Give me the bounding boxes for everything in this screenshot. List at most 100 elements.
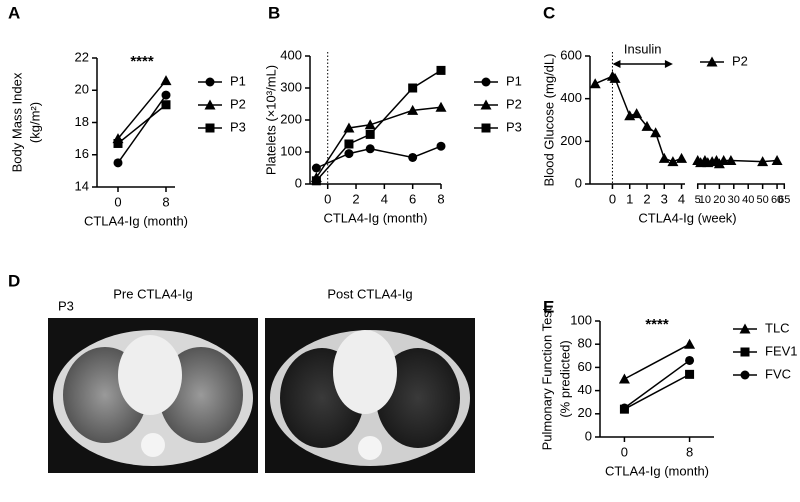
marker bbox=[481, 123, 491, 133]
y-tick-label: 300 bbox=[280, 79, 302, 94]
marker bbox=[343, 122, 355, 133]
image-title: Post CTLA4-Ig bbox=[327, 286, 412, 301]
marker bbox=[161, 90, 171, 100]
marker bbox=[204, 99, 216, 110]
marker bbox=[311, 176, 321, 186]
marker bbox=[684, 338, 696, 349]
legend-label: P3 bbox=[506, 119, 522, 134]
x-tick-label: 20 bbox=[713, 194, 725, 206]
marker bbox=[725, 155, 737, 166]
y-axis-title: Blood Glucose (mg/dL) bbox=[541, 54, 556, 187]
image-title: Pre CTLA4-Ig bbox=[113, 286, 192, 301]
y-tick-label: 0 bbox=[295, 175, 302, 190]
x-tick-label: 10 bbox=[699, 194, 711, 206]
x-tick-label: 6 bbox=[409, 191, 416, 206]
legend-label: P2 bbox=[732, 53, 748, 68]
y-axis-title: Pulmonary Function Test bbox=[539, 307, 554, 450]
marker bbox=[408, 83, 418, 93]
marker bbox=[435, 101, 447, 112]
legend-label: FEV1 bbox=[765, 343, 798, 358]
y-tick-label: 0 bbox=[575, 175, 582, 190]
arrow-head bbox=[612, 60, 621, 68]
arrow-label: Insulin bbox=[624, 41, 662, 56]
y-tick-label: 200 bbox=[280, 111, 302, 126]
y-tick-label: 200 bbox=[560, 133, 582, 148]
marker bbox=[364, 119, 376, 130]
x-tick-label: 4 bbox=[381, 191, 388, 206]
series-line bbox=[623, 359, 691, 409]
panel-label: B bbox=[268, 3, 280, 22]
marker bbox=[113, 138, 123, 148]
panel-label: C bbox=[543, 3, 555, 22]
marker bbox=[685, 355, 695, 365]
marker bbox=[641, 120, 653, 131]
marker bbox=[205, 123, 215, 133]
marker bbox=[365, 144, 375, 154]
y-tick-label: 16 bbox=[75, 146, 89, 161]
y-axis-title: (% predicted) bbox=[557, 340, 572, 417]
y-tick-label: 400 bbox=[560, 90, 582, 105]
marker bbox=[436, 141, 446, 151]
y-tick-label: 400 bbox=[280, 47, 302, 62]
x-tick-label: 2 bbox=[643, 191, 650, 206]
marker bbox=[685, 369, 695, 379]
x-axis-title: CTLA4-Ig (month) bbox=[323, 210, 427, 225]
marker bbox=[365, 129, 375, 139]
legend-label: P2 bbox=[230, 96, 246, 111]
panel-label: A bbox=[8, 3, 20, 22]
series-line bbox=[624, 343, 690, 380]
x-tick-label: 1 bbox=[626, 191, 633, 206]
x-axis-title: CTLA4-Ig (month) bbox=[84, 213, 188, 228]
series-line bbox=[117, 104, 167, 145]
marker bbox=[718, 155, 730, 166]
marker bbox=[311, 163, 321, 173]
x-tick-label: 8 bbox=[162, 194, 169, 209]
y-tick-label: 22 bbox=[75, 49, 89, 64]
marker bbox=[408, 152, 418, 162]
x-tick-label: 65 bbox=[778, 194, 790, 206]
y-tick-label: 20 bbox=[578, 405, 592, 420]
y-tick-label: 14 bbox=[75, 178, 89, 193]
x-tick-label: 3 bbox=[661, 191, 668, 206]
marker bbox=[481, 77, 491, 87]
x-tick-label: 0 bbox=[609, 191, 616, 206]
marker bbox=[160, 75, 172, 86]
marker bbox=[658, 152, 670, 163]
x-axis-title: CTLA4-Ig (month) bbox=[605, 463, 709, 478]
x-tick-label: 50 bbox=[757, 194, 769, 206]
annotation: **** bbox=[645, 316, 669, 333]
y-tick-label: 100 bbox=[280, 143, 302, 158]
marker bbox=[739, 323, 751, 334]
y-tick-label: 60 bbox=[578, 359, 592, 374]
y-axis-title: (kg/m²) bbox=[27, 102, 42, 143]
x-axis-title: CTLA4-Ig (week) bbox=[638, 210, 736, 225]
y-axis-title: Platelets (×10³/mL) bbox=[263, 65, 278, 175]
x-tick-label: 5 bbox=[695, 194, 701, 206]
arrow-head bbox=[664, 60, 673, 68]
series-line bbox=[117, 94, 167, 164]
marker bbox=[740, 370, 750, 380]
marker bbox=[407, 104, 419, 115]
x-tick-label: 8 bbox=[686, 444, 693, 459]
x-tick-label: 0 bbox=[621, 444, 628, 459]
y-tick-label: 0 bbox=[585, 428, 592, 443]
legend-label: FVC bbox=[765, 366, 791, 381]
x-tick-label: 4 bbox=[678, 191, 685, 206]
marker bbox=[113, 158, 123, 168]
marker bbox=[480, 99, 492, 110]
marker bbox=[618, 373, 630, 384]
marker bbox=[344, 139, 354, 149]
series-line bbox=[624, 373, 690, 410]
marker bbox=[619, 403, 629, 413]
y-axis-title: Body Mass Index bbox=[9, 72, 24, 172]
annotation: **** bbox=[130, 53, 154, 70]
series-line bbox=[594, 75, 778, 165]
legend-label: P3 bbox=[230, 119, 246, 134]
marker bbox=[205, 77, 215, 87]
x-tick-label: 30 bbox=[728, 194, 740, 206]
marker bbox=[650, 127, 662, 138]
y-tick-label: 40 bbox=[578, 382, 592, 397]
marker bbox=[436, 65, 446, 75]
legend-label: TLC bbox=[765, 320, 790, 335]
